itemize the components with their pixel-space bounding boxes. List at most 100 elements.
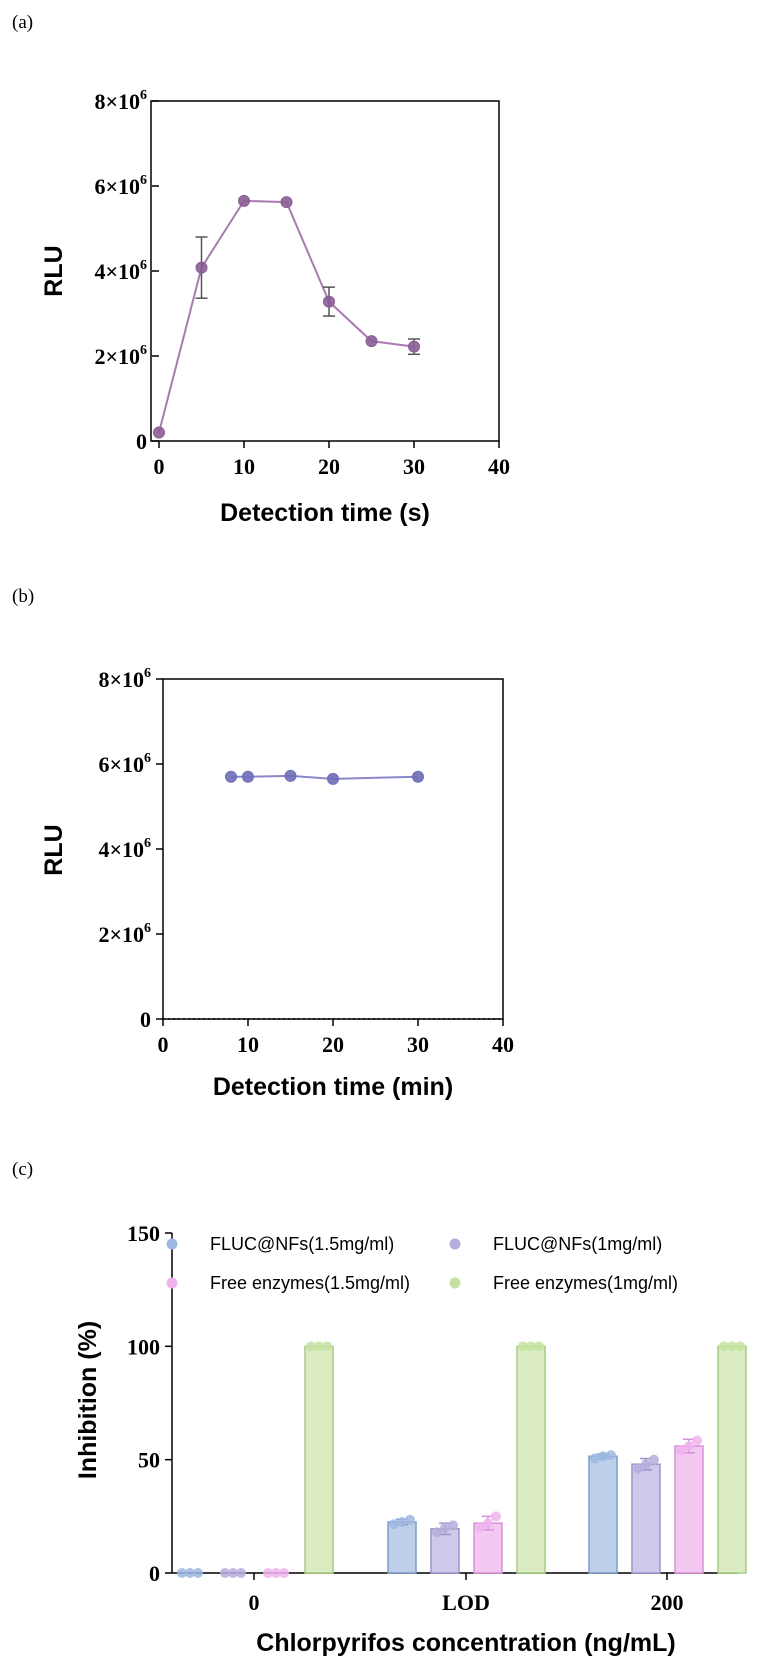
bar [304, 1345, 334, 1574]
series-line [158, 199, 415, 433]
panel-c: (c) 0 50 100 150 0 LOD 200 FLUC@NFs(1.5mg/ml)… [12, 1159, 747, 1657]
replicate-point [606, 1450, 616, 1461]
y-tick-label: 0 [136, 429, 147, 454]
bar [473, 1522, 503, 1574]
legend-swatch [449, 1277, 461, 1289]
x-axis-a: 0 10 20 30 40 [154, 441, 510, 479]
replicate-point [177, 1568, 187, 1578]
x-axis-title-b: Detection time (min) [213, 1073, 453, 1101]
legend-swatch [166, 1238, 178, 1250]
replicate-point [633, 1463, 643, 1474]
x-tick-label: 40 [488, 454, 510, 479]
data-point [323, 295, 335, 308]
series-line [231, 774, 419, 780]
data-point [365, 335, 378, 348]
legend-swatch [166, 1277, 178, 1289]
legend-label: FLUC@NFs(1.5mg/ml) [210, 1234, 394, 1254]
replicate-point [314, 1341, 324, 1352]
data-point [327, 772, 339, 785]
replicate-point [684, 1441, 694, 1452]
replicate-point [649, 1454, 659, 1465]
replicate-point [279, 1568, 289, 1578]
x-tick-label: 30 [403, 454, 425, 479]
panel-label-a: (a) [12, 12, 33, 33]
replicate-point [483, 1518, 493, 1529]
panel-b: (b) 0 2×106 4×106 6×106 8×106 0 10 20 30 40 Dete… [12, 586, 514, 1101]
replicate-point [735, 1341, 745, 1352]
data-point [238, 194, 250, 207]
x-axis-c: 0 LOD 200 [249, 1573, 684, 1615]
data-point [195, 261, 208, 274]
x-tick-label: 0 [158, 1032, 169, 1057]
replicate-point [306, 1341, 316, 1352]
replicate-point [518, 1341, 528, 1352]
replicate-point [598, 1451, 608, 1462]
replicate-point [405, 1514, 415, 1525]
replicate-point [322, 1341, 332, 1352]
replicate-point [491, 1511, 501, 1522]
x-tick-label: 200 [651, 1590, 684, 1615]
replicate-point [475, 1522, 485, 1533]
x-tick-label: 30 [407, 1032, 429, 1057]
replicate-point [185, 1568, 195, 1578]
replicate-point [676, 1445, 686, 1456]
y-tick-label: 4×106 [98, 836, 151, 862]
replicate-point [692, 1435, 702, 1446]
legend-c: FLUC@NFs(1.5mg/ml) FLUC@NFs(1mg/ml) Free e… [166, 1234, 678, 1293]
legend-label: Free enzymes(1.5mg/ml) [210, 1273, 410, 1293]
replicate-point [193, 1568, 203, 1578]
x-axis-title-c: Chlorpyrifos concentration (ng/mL) [256, 1629, 675, 1657]
replicate-point [448, 1520, 458, 1531]
replicate-point [534, 1341, 544, 1352]
x-tick-label: 40 [492, 1032, 514, 1057]
y-tick-label: 150 [127, 1221, 160, 1246]
panel-label-c: (c) [12, 1159, 33, 1180]
y-axis-a: 0 2×106 4×106 6×106 8×106 [94, 88, 159, 454]
replicate-point [228, 1568, 238, 1578]
plot-frame-a [150, 100, 500, 442]
y-tick-label: 8×106 [94, 88, 147, 114]
y-tick-label: 2×106 [98, 921, 151, 947]
series-a [153, 194, 420, 439]
y-tick-label: 100 [127, 1334, 160, 1359]
replicate-point [263, 1568, 273, 1578]
x-tick-label: 20 [322, 1032, 344, 1057]
y-axis-title-b: RLU [40, 824, 68, 875]
replicate-point [389, 1519, 399, 1530]
x-tick-label: 0 [154, 454, 165, 479]
replicate-point [641, 1459, 651, 1470]
y-tick-label: 6×106 [94, 173, 147, 199]
legend-label: Free enzymes(1mg/ml) [493, 1273, 678, 1293]
legend-label: FLUC@NFs(1mg/ml) [493, 1234, 662, 1254]
replicate-point [271, 1568, 281, 1578]
replicate-point [236, 1568, 246, 1578]
bar [588, 1455, 618, 1574]
y-tick-label: 8×106 [98, 666, 151, 692]
data-point [408, 340, 420, 353]
legend-swatch [449, 1238, 461, 1250]
data-point [412, 770, 424, 783]
y-axis-title-c: Inhibition (%) [74, 1321, 102, 1479]
data-point [225, 770, 237, 783]
panel-label-b: (b) [12, 586, 34, 607]
replicate-point [397, 1517, 407, 1527]
y-tick-label: 0 [149, 1561, 160, 1586]
x-axis-b: 0 10 20 30 40 [158, 1019, 514, 1057]
data-point [242, 770, 254, 783]
y-tick-label: 6×106 [98, 751, 151, 777]
y-tick-label: 0 [140, 1007, 151, 1032]
x-tick-label: 20 [318, 454, 340, 479]
bars-c [177, 1341, 747, 1578]
y-axis-title-a: RLU [40, 245, 68, 296]
y-tick-label: 2×106 [94, 343, 147, 369]
bar [717, 1345, 747, 1574]
replicate-point [719, 1341, 729, 1352]
replicate-point [440, 1522, 450, 1533]
bar [631, 1463, 661, 1574]
y-axis-b: 0 2×106 4×106 6×106 8×106 [98, 666, 163, 1032]
data-point [153, 426, 165, 439]
replicate-point [590, 1453, 600, 1464]
y-axis-c: 0 50 100 150 [127, 1221, 172, 1586]
